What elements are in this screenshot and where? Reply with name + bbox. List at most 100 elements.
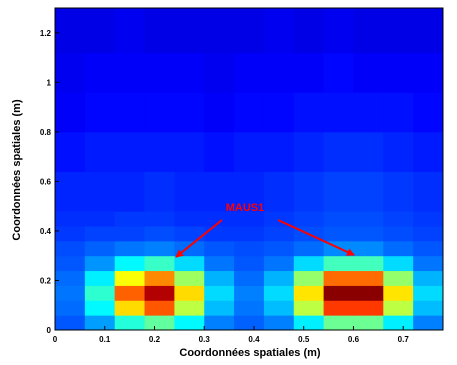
heatmap-cell [293,52,325,93]
heatmap-cell [353,225,384,242]
heatmap-cell [383,8,414,54]
heatmap-cell [323,300,354,316]
heatmap-cell [263,285,295,301]
heatmap-cell [383,285,414,301]
heatmap-cell [84,285,116,301]
heatmap-cell [114,300,146,316]
heatmap-cell [413,8,444,54]
heatmap-cell [293,211,325,227]
heatmap-cell [383,92,414,133]
heatmap-cell [144,255,175,272]
heatmap-cell [144,92,175,133]
heatmap-cell [55,255,86,272]
heatmap-cell [174,171,205,212]
heatmap-cell [293,285,325,301]
x-tick-label: 0.2 [149,335,161,344]
heatmap-cell [55,285,86,301]
heatmap-cell [293,240,325,257]
y-tick-label: 0.2 [40,276,52,285]
heatmap-cell [263,270,295,286]
x-tick-label: 0.7 [398,335,410,344]
heatmap-cell [114,171,146,212]
x-tick-label: 0.6 [348,335,360,344]
heatmap [55,8,444,331]
y-tick-label: 1.2 [40,29,52,38]
heatmap-cell [263,171,295,212]
heatmap-cell [263,8,295,54]
heatmap-cell [55,8,86,54]
heatmap-cell [114,270,146,286]
heatmap-cell [174,8,205,54]
heatmap-cell [413,171,444,212]
heatmap-cell [293,270,325,286]
heatmap-cell [204,8,235,54]
heatmap-cell [55,240,86,257]
heatmap-cell [383,240,414,257]
heatmap-cell [204,171,235,212]
heatmap-cell [144,315,175,331]
heatmap-cell [174,225,205,242]
heatmap-cell [323,92,354,133]
heatmap-cell [174,285,205,301]
heatmap-cell [174,131,205,172]
heatmap-cell [144,285,175,301]
annotation: MAUS1 [226,202,265,214]
heatmap-cell [263,131,295,172]
heatmap-cell [383,52,414,93]
heatmap-cell [144,240,175,257]
heatmap-cell [263,211,295,227]
heatmap-cell [84,171,116,212]
heatmap-cell [114,315,146,331]
heatmap-cell [353,171,384,212]
heatmap-cell [263,240,295,257]
heatmap-cell [323,225,354,242]
heatmap-cell [204,315,235,331]
heatmap-cell [55,52,86,93]
heatmap-cell [55,300,86,316]
heatmap-cell [144,131,175,172]
heatmap-cell [293,255,325,272]
heatmap-cell [174,211,205,227]
heatmap-cell [234,8,265,54]
heatmap-cell [293,315,325,331]
plot-frame [54,7,444,331]
heatmap-cell [263,300,295,316]
heatmap-cell [234,131,265,172]
heatmap-cell [383,270,414,286]
heatmap-cell [234,255,265,272]
heatmap-cell [84,255,116,272]
heatmap-cell [353,131,384,172]
y-tick-label: 0.4 [40,227,52,236]
heatmap-cell [114,52,146,93]
heatmap-cell [413,315,444,331]
heatmap-cell [234,225,265,242]
y-tick-label: 0.6 [40,177,52,186]
heatmap-cell [234,300,265,316]
heatmap-cell [383,211,414,227]
heatmap-cell [413,240,444,257]
y-tick-label: 0.8 [40,128,52,137]
heatmap-cell [353,211,384,227]
heatmap-cell [323,171,354,212]
heatmap-cell [114,8,146,54]
annotation-arrow [175,219,223,258]
heatmap-cell [234,240,265,257]
x-tick-label: 0.4 [248,335,260,344]
heatmap-cell [144,300,175,316]
heatmap-cell [323,8,354,54]
heatmap-cell [413,92,444,133]
heatmap-cell [234,270,265,286]
heatmap-cell [114,211,146,227]
heatmap-cell [204,255,235,272]
heatmap-cell [204,300,235,316]
heatmap-cell [204,131,235,172]
heatmap-cell [323,270,354,286]
heatmap-cell [263,225,295,242]
heatmap-cell [204,270,235,286]
annotation-arrow [277,219,355,256]
heatmap-cell [234,211,265,227]
heatmap-cell [55,171,86,212]
heatmap-cell [413,225,444,242]
heatmap-cell [174,270,205,286]
